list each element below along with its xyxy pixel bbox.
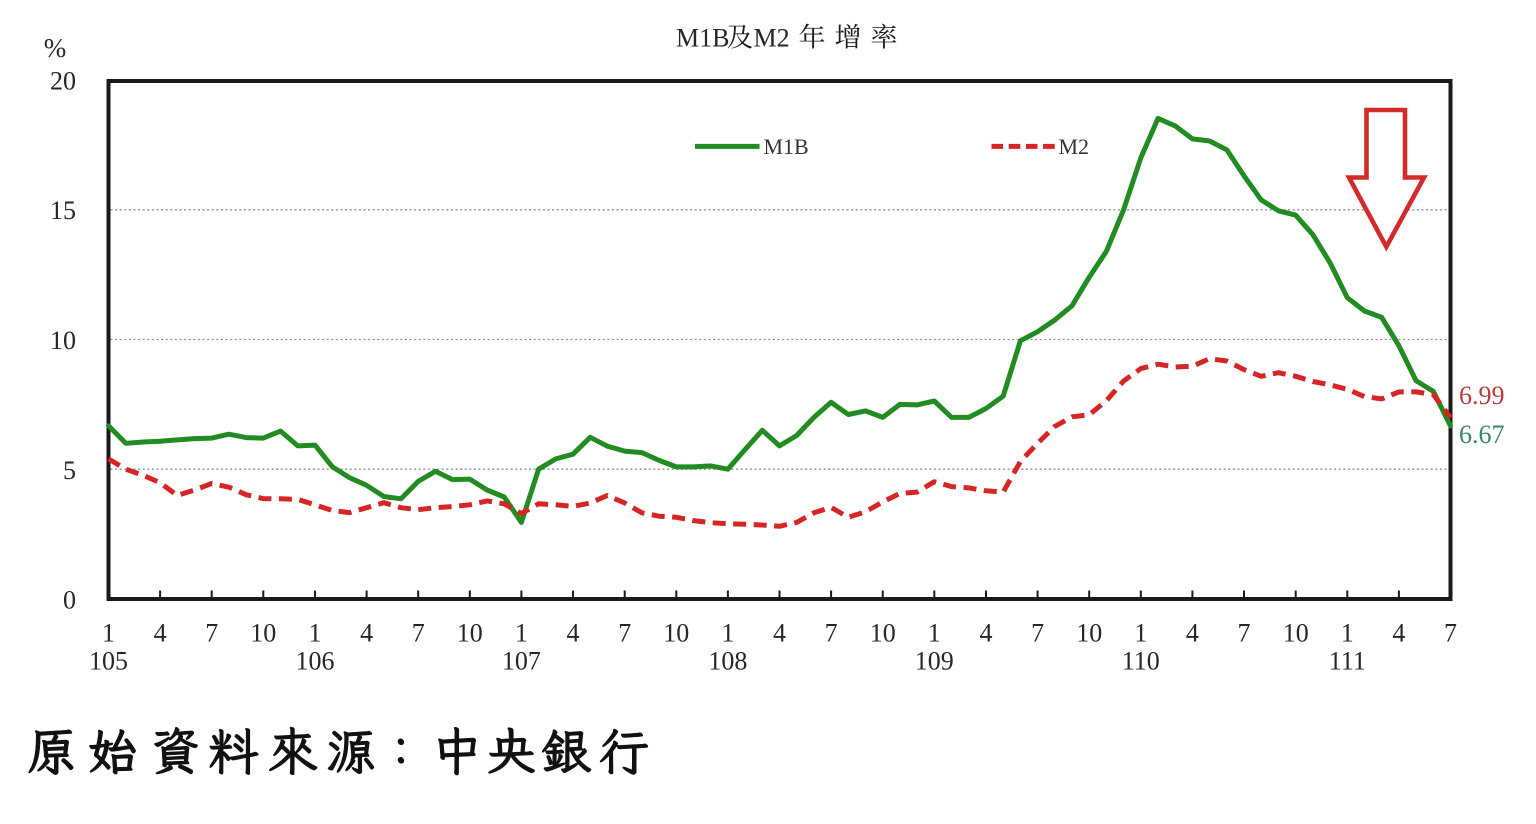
svg-text:4: 4 — [567, 619, 580, 648]
svg-text:0: 0 — [63, 586, 76, 615]
svg-text:4: 4 — [1186, 619, 1199, 648]
svg-text:7: 7 — [1031, 619, 1044, 648]
svg-text:4: 4 — [360, 619, 373, 648]
svg-text:6.99: 6.99 — [1459, 381, 1505, 410]
svg-text:15: 15 — [50, 196, 76, 225]
svg-text:M1B: M1B — [764, 134, 809, 159]
svg-text:1: 1 — [1341, 619, 1354, 648]
svg-text:4: 4 — [980, 619, 993, 648]
svg-text:7: 7 — [205, 619, 218, 648]
svg-text:4: 4 — [1392, 619, 1405, 648]
svg-text:1: 1 — [102, 619, 115, 648]
svg-text:5: 5 — [63, 456, 76, 485]
svg-text:111: 111 — [1329, 647, 1366, 676]
svg-text:M2: M2 — [754, 24, 790, 53]
svg-text:10: 10 — [870, 619, 896, 648]
svg-text:10: 10 — [663, 619, 689, 648]
svg-text:7: 7 — [618, 619, 631, 648]
svg-text:10: 10 — [250, 619, 276, 648]
svg-text:1: 1 — [309, 619, 322, 648]
svg-text:1: 1 — [515, 619, 528, 648]
svg-text:7: 7 — [1238, 619, 1251, 648]
svg-text:6.67: 6.67 — [1459, 420, 1505, 449]
svg-text:4: 4 — [154, 619, 167, 648]
svg-text:1: 1 — [1134, 619, 1147, 648]
svg-text:M2: M2 — [1059, 134, 1090, 159]
svg-text:108: 108 — [708, 647, 747, 676]
svg-text:7: 7 — [1444, 619, 1457, 648]
svg-text:M1B: M1B — [676, 24, 729, 53]
svg-text:106: 106 — [296, 647, 335, 676]
svg-text:109: 109 — [915, 647, 954, 676]
svg-text:20: 20 — [50, 67, 76, 96]
svg-text:4: 4 — [773, 619, 786, 648]
svg-text:7: 7 — [412, 619, 425, 648]
svg-text:10: 10 — [1076, 619, 1102, 648]
svg-text:10: 10 — [457, 619, 483, 648]
svg-text:105: 105 — [89, 647, 128, 676]
svg-text:1: 1 — [928, 619, 941, 648]
svg-text:%: % — [44, 33, 67, 63]
svg-text:1: 1 — [721, 619, 734, 648]
svg-text:110: 110 — [1122, 647, 1160, 676]
svg-text:10: 10 — [50, 326, 76, 355]
svg-text:10: 10 — [1283, 619, 1309, 648]
svg-text:7: 7 — [825, 619, 838, 648]
svg-text:107: 107 — [502, 647, 541, 676]
